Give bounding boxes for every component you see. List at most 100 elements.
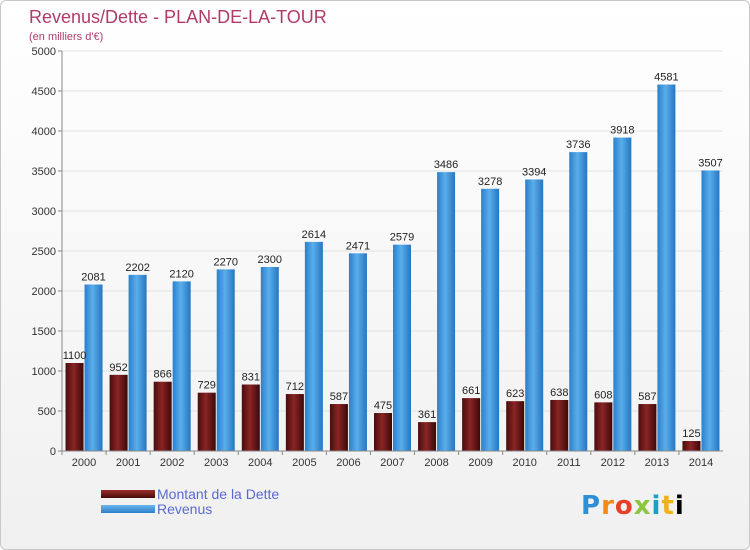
- bar-dette: [374, 413, 392, 451]
- bar-revenus: [393, 244, 411, 451]
- bar-revenus: [304, 241, 323, 451]
- x-tick-label: 2014: [689, 457, 713, 469]
- data-label-dette: 729: [198, 380, 216, 392]
- bar-revenus: [348, 253, 367, 451]
- x-tick-label: 2008: [424, 457, 448, 469]
- data-label-revenus: 2202: [125, 262, 149, 274]
- x-tick-label: 2012: [601, 457, 625, 469]
- bar-revenus: [128, 274, 147, 451]
- bar-dette: [329, 404, 348, 451]
- x-tick-label: 2010: [512, 457, 536, 469]
- y-tick-label: 5000: [32, 46, 56, 58]
- data-label-dette: 831: [242, 372, 260, 384]
- data-label-revenus: 3736: [566, 139, 590, 151]
- y-tick-label: 3000: [32, 206, 56, 218]
- data-label-revenus: 2270: [213, 256, 237, 268]
- bar-dette: [506, 401, 525, 451]
- y-tick-label: 1500: [32, 326, 56, 338]
- bar-dette: [638, 404, 657, 451]
- data-label-revenus: 4581: [654, 72, 678, 84]
- y-tick-label: 2000: [32, 286, 56, 298]
- bar-dette: [153, 381, 172, 451]
- y-tick-label: 4000: [32, 126, 56, 138]
- data-label-dette: 587: [638, 391, 656, 403]
- axes: [61, 51, 723, 452]
- x-tick-label: 2006: [336, 457, 360, 469]
- bar-revenus: [569, 152, 588, 451]
- grid-lines: [62, 50, 723, 452]
- bar-dette: [285, 394, 304, 451]
- x-tick-label: 2007: [380, 457, 404, 469]
- y-tick-label: 0: [50, 446, 56, 458]
- legend-label-revenus: Revenus: [157, 501, 213, 517]
- chart-title: Revenus/Dette - PLAN-DE-LA-TOUR: [29, 7, 327, 27]
- y-tick-label: 3500: [32, 166, 56, 178]
- data-label-revenus: 3507: [698, 157, 722, 169]
- x-tick-label: 2001: [116, 457, 140, 469]
- bar-dette: [462, 398, 481, 451]
- bar-revenus: [84, 284, 103, 451]
- data-label-dette: 712: [286, 381, 304, 393]
- x-tick-label: 2009: [468, 457, 492, 469]
- data-label-dette: 952: [109, 362, 127, 374]
- data-label-dette: 623: [506, 388, 524, 400]
- bar-revenus: [260, 267, 279, 451]
- legend-label-debt: Montant de la Dette: [157, 486, 280, 502]
- x-tick-label: 2003: [204, 457, 228, 469]
- x-tick-label: 2000: [72, 457, 96, 469]
- data-label-dette: 661: [462, 385, 480, 397]
- bar-dette: [594, 402, 613, 451]
- bar-revenus: [525, 179, 544, 452]
- bar-revenus: [481, 188, 500, 451]
- chart-subtitle: (en milliers d'€): [29, 31, 104, 43]
- data-label-dette: 587: [330, 391, 348, 403]
- data-label-revenus: 3394: [522, 166, 546, 178]
- bar-revenus: [657, 84, 676, 452]
- data-label-revenus: 2120: [169, 268, 193, 280]
- data-label-dette: 608: [594, 389, 612, 401]
- y-axis-ticks: 0 500 1000 1500 2000 2500 3000 3500 4000 4500 5000: [32, 46, 62, 458]
- data-label-revenus: 2300: [258, 254, 282, 266]
- data-label-dette: 1100: [63, 350, 87, 362]
- data-label-dette: 638: [550, 387, 568, 399]
- y-tick-label: 2500: [32, 246, 56, 258]
- legend-swatch-revenus: [101, 505, 155, 513]
- proxiti-logo: Proxiti: [581, 491, 685, 521]
- bar-revenus: [437, 172, 456, 451]
- x-tick-label: 2005: [292, 457, 316, 469]
- data-label-revenus: 2614: [302, 229, 326, 241]
- y-tick-label: 500: [38, 406, 56, 418]
- bar-dette: [418, 422, 437, 451]
- x-tick-label: 2011: [557, 457, 581, 469]
- x-tick-label: 2013: [645, 457, 669, 469]
- bar-dette: [550, 399, 569, 451]
- x-tick-label: 2002: [160, 457, 184, 469]
- data-label-revenus: 3278: [478, 176, 502, 188]
- data-label-dette: 125: [682, 428, 700, 440]
- bar-dette: [65, 363, 84, 451]
- bar-revenus: [701, 170, 720, 451]
- y-tick-label: 4500: [32, 86, 56, 98]
- data-label-revenus: 2471: [346, 240, 370, 252]
- y-tick-label: 1000: [32, 366, 56, 378]
- bar-revenus: [172, 281, 191, 451]
- bar-dette: [109, 374, 128, 451]
- bar-dette: [241, 384, 260, 451]
- bar-revenus: [613, 137, 632, 451]
- x-axis-ticks: 2000 2001 2002 2003 2004 2005 2006 2007 2008 2009…: [61, 451, 713, 469]
- data-label-revenus: 3486: [434, 159, 458, 171]
- data-label-revenus: 2081: [81, 272, 105, 284]
- data-label-dette: 361: [418, 409, 436, 421]
- x-tick-label: 2004: [248, 457, 272, 469]
- bars: [65, 84, 720, 452]
- data-label-revenus: 2579: [390, 232, 414, 244]
- data-labels: 1100 2081 952 2202 866 2120 729 2270 831 2300 712 2…: [63, 72, 723, 440]
- bar-revenus: [216, 269, 235, 451]
- data-label-revenus: 3918: [610, 125, 634, 137]
- data-label-dette: 866: [153, 369, 171, 381]
- bar-dette: [197, 392, 216, 451]
- legend-swatch-debt: [101, 490, 155, 498]
- data-label-dette: 475: [374, 400, 392, 412]
